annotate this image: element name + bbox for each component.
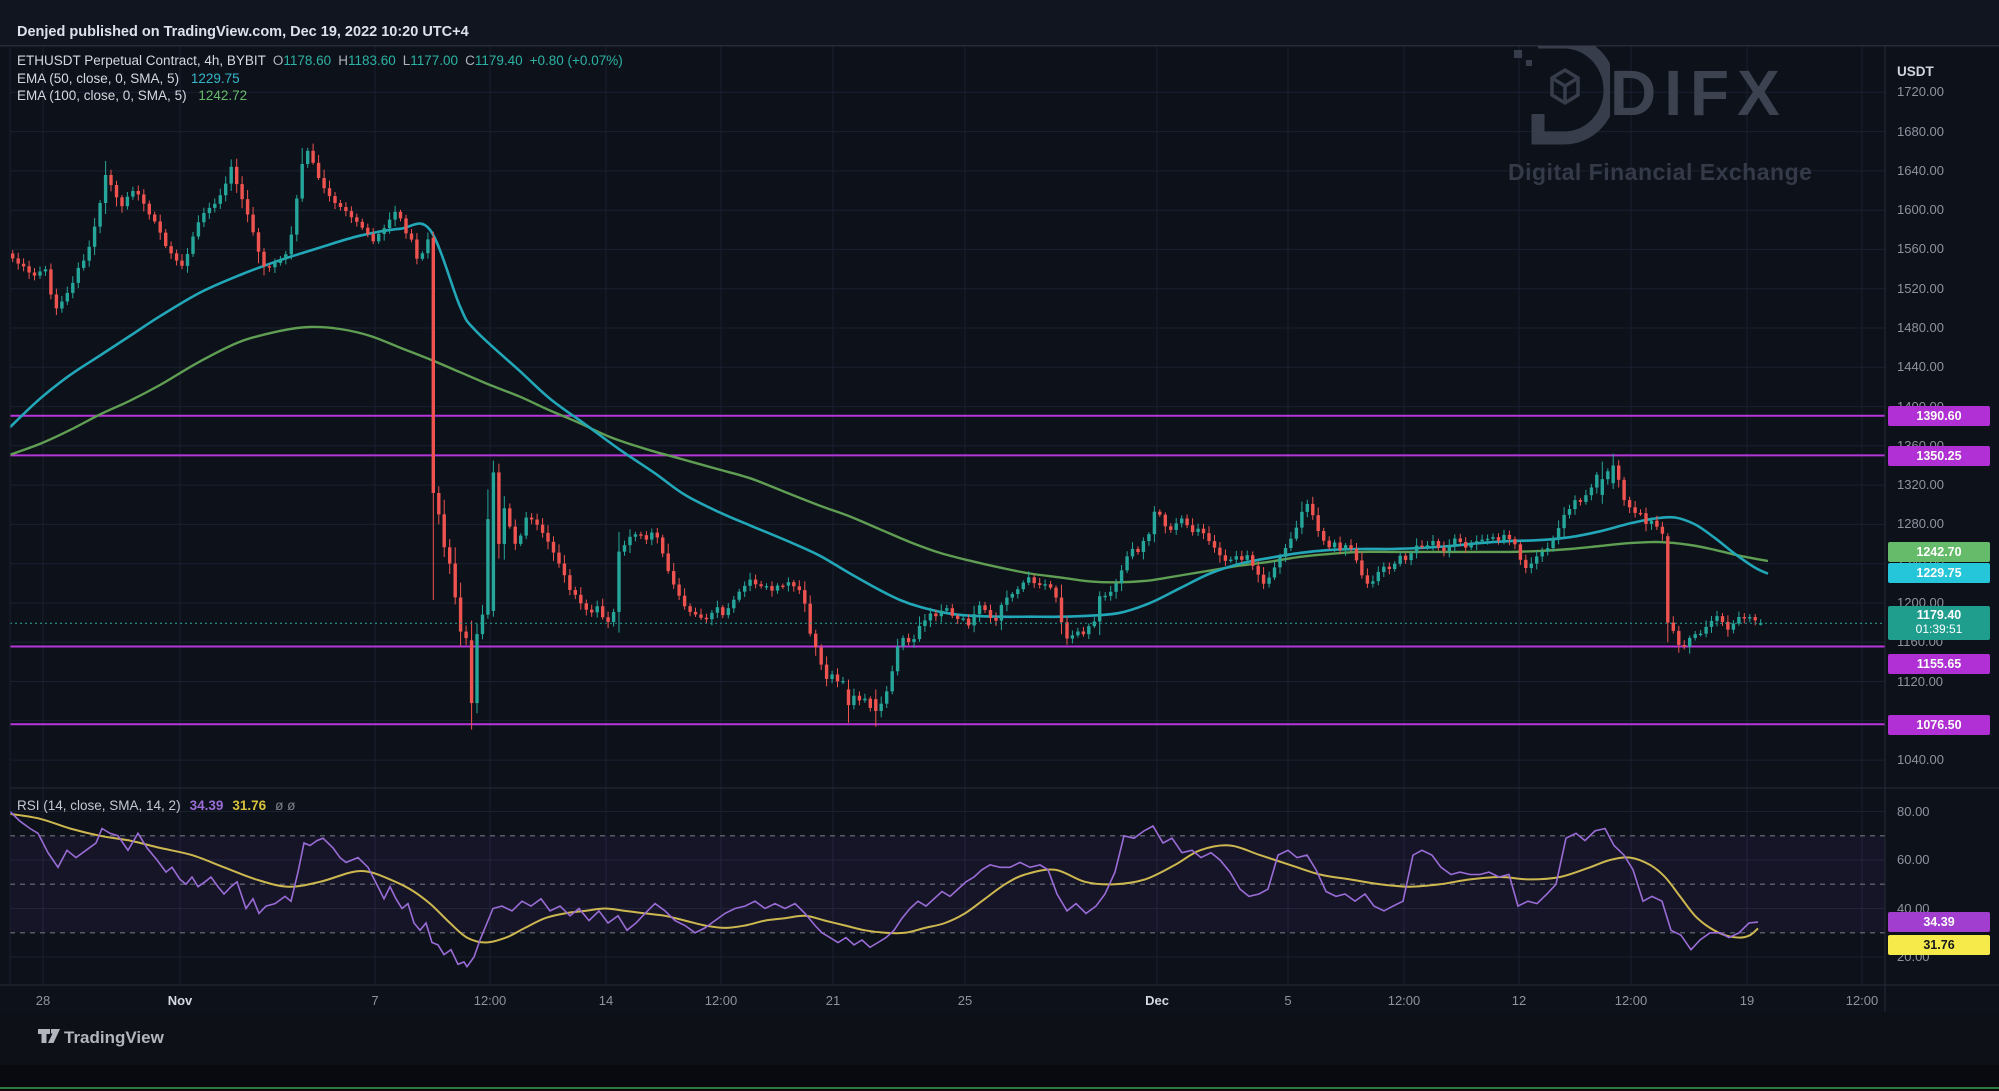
time-tick-label: 12:00 [1387,993,1421,1008]
change-value: +0.80 (+0.07%) [529,53,623,68]
legend-row-ema50[interactable]: EMA (50, close, 0, SMA, 5) 1229.75 [17,70,623,88]
time-tick-label: 12:00 [1614,993,1648,1008]
time-tick-label: 28 [35,993,51,1008]
currency-label: USDT [1897,64,1934,79]
price-axis-tag: 1350.25 [1888,446,1990,466]
price-axis-tag: 1155.65 [1888,654,1990,674]
ohlc-close-label: C [465,53,475,68]
price-tick-label: 1320.00 [1897,477,1944,493]
watermark-title: DIFX [1610,56,1788,129]
ema50-value: 1229.75 [190,70,240,86]
rsi-tick-label: 60.00 [1897,852,1930,867]
legend-row-symbol[interactable]: ETHUSDT Perpetual Contract, 4h, BYBIT O11… [17,52,623,70]
price-tick-label: 1680.00 [1897,123,1944,139]
price-axis-tag: 34.39 [1888,912,1990,932]
price-axis-tag: 1229.75 [1888,563,1990,583]
ohlc-high-value: 1183.60 [347,53,396,68]
price-tick-label: 1560.00 [1897,241,1944,257]
time-tick-label: Dec [1145,993,1169,1008]
tradingview-brand[interactable]: TradingView [64,1028,164,1047]
rsi-label: RSI (14, close, SMA, 14, 2) [17,798,181,813]
countdown-timer: 01:39:51 [1915,622,1963,636]
time-tick-label: 12:00 [473,993,507,1008]
price-tick-label: 1520.00 [1897,280,1944,296]
ohlc-low-label: L [402,53,411,68]
rsi-empty-values: ø ø [275,798,296,813]
time-tick-label: 7 [371,993,379,1008]
price-tick-label: 1720.00 [1897,84,1944,100]
price-tick-label: 1120.00 [1897,673,1944,689]
symbol-legend: ETHUSDT Perpetual Contract, 4h, BYBIT O11… [17,52,623,105]
price-tick-label: 1440.00 [1897,359,1944,375]
price-tick-label: 1600.00 [1897,202,1944,218]
time-tick-label: 12:00 [1845,993,1879,1008]
bottom-strip [0,1065,1999,1091]
time-tick-label: 5 [1284,993,1292,1008]
time-tick-label: 25 [957,993,973,1008]
symbol-title[interactable]: ETHUSDT Perpetual Contract, 4h, BYBIT [17,53,266,68]
rsi-legend[interactable]: RSI (14, close, SMA, 14, 2) 34.39 31.76 ø ø [17,798,295,813]
price-axis-tag: 1076.50 [1888,715,1990,735]
time-tick-label: 12 [1511,993,1527,1008]
price-tick-label: 1040.00 [1897,752,1944,768]
ema50-label: EMA (50, close, 0, SMA, 5) [17,70,180,86]
price-axis-tag: 31.76 [1888,935,1990,955]
publish-text: Denjed published on TradingView.com, Dec… [17,24,469,40]
time-tick-label: 19 [1739,993,1755,1008]
bottom-green-line [0,1087,1999,1089]
time-tick-label: 12:00 [704,993,738,1008]
ohlc-low-value: 1177.00 [410,53,459,68]
ema100-label: EMA (100, close, 0, SMA, 5) [17,88,187,103]
ohlc-open-value: 1178.60 [283,53,332,68]
price-tick-label: 1280.00 [1897,516,1944,532]
time-tick-label: 14 [598,993,614,1008]
ohlc-open-label: O [272,53,284,68]
footer-bar: TradingView [0,1012,1999,1065]
rsi-ma-value: 31.76 [232,798,267,813]
time-tick-label: Nov [167,993,193,1008]
price-tick-label: 1480.00 [1897,320,1944,335]
price-axis-tag: 1242.70 [1888,542,1990,562]
publish-header: Denjed published on TradingView.com, Dec… [0,0,1999,46]
legend-row-ema100[interactable]: EMA (100, close, 0, SMA, 5) 1242.72 [17,87,623,105]
price-tick-label: 1640.00 [1897,162,1944,178]
rsi-tick-label: 40.00 [1897,900,1930,916]
ohlc-high-label: H [338,53,348,68]
rsi-value: 34.39 [189,798,224,813]
watermark-subtitle: Digital Financial Exchange [1508,159,1813,185]
rsi-tick-label: 80.00 [1897,803,1930,819]
difx-logo-icon [1508,34,1617,151]
ohlc-close-value: 1179.40 [474,53,523,68]
price-axis-tag: 1390.60 [1888,406,1990,426]
price-axis-tag: 1179.40 01:39:51 [1888,606,1990,640]
difx-watermark: DIFX Digital Financial Exchange [1508,34,1868,186]
ema100-value: 1242.72 [198,88,248,103]
time-tick-label: 21 [825,993,841,1008]
